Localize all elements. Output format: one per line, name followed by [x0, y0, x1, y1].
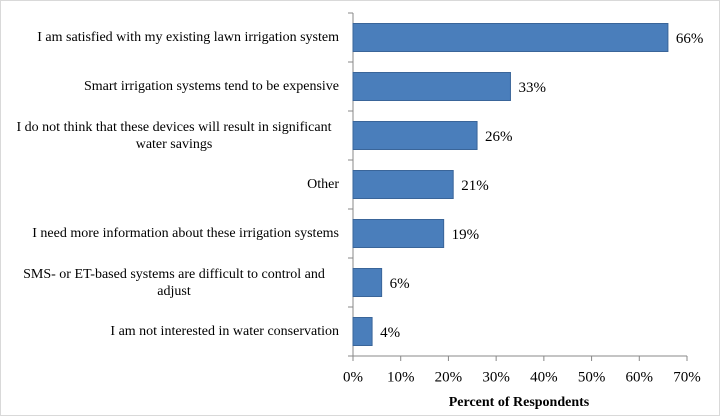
y-tick-label: Other [307, 177, 339, 192]
y-tick-label-box: SMS- or ET-based systems are difficult t… [1, 258, 339, 307]
y-tick-label-box: I am satisfied with my existing lawn irr… [1, 13, 339, 62]
bar [352, 121, 478, 150]
y-tick-label: I am satisfied with my existing lawn irr… [37, 30, 339, 45]
bar [352, 23, 669, 52]
x-tick-label: 50% [578, 369, 606, 385]
y-tick-label: I am not interested in water conservatio… [110, 324, 339, 339]
value-label: 33% [518, 80, 546, 96]
y-tick-label-box: I do not think that these devices will r… [1, 111, 339, 160]
x-tick-label: 70% [673, 369, 701, 385]
x-tick-label: 0% [343, 369, 363, 385]
value-label: 19% [452, 227, 480, 243]
bar [352, 317, 373, 346]
y-tick-label-box: Smart irrigation systems tend to be expe… [1, 62, 339, 111]
y-tick-label: I do not think that these devices will r… [16, 119, 332, 152]
x-tick-label: 40% [530, 369, 558, 385]
y-tick-label: I need more information about these irri… [32, 226, 339, 241]
x-tick-label: 10% [387, 369, 415, 385]
value-label: 21% [461, 178, 489, 194]
x-tick-label: 30% [482, 369, 510, 385]
y-tick-label-box: I need more information about these irri… [1, 209, 339, 258]
value-label: 4% [380, 325, 400, 341]
x-tick-label: 20% [435, 369, 463, 385]
y-tick-label-box: Other [1, 160, 339, 209]
x-axis-title: Percent of Respondents [449, 395, 590, 410]
y-tick-label-box: I am not interested in water conservatio… [1, 307, 339, 356]
value-label: 26% [485, 129, 513, 145]
x-tick-label: 60% [626, 369, 654, 385]
y-tick-label: Smart irrigation systems tend to be expe… [83, 79, 339, 94]
bar [352, 268, 383, 297]
y-tick-label: SMS- or ET-based systems are difficult t… [23, 266, 325, 299]
bar [352, 72, 511, 101]
value-label: 66% [676, 31, 704, 47]
bar [352, 170, 454, 199]
bar [352, 219, 445, 248]
value-label: 6% [390, 276, 410, 292]
